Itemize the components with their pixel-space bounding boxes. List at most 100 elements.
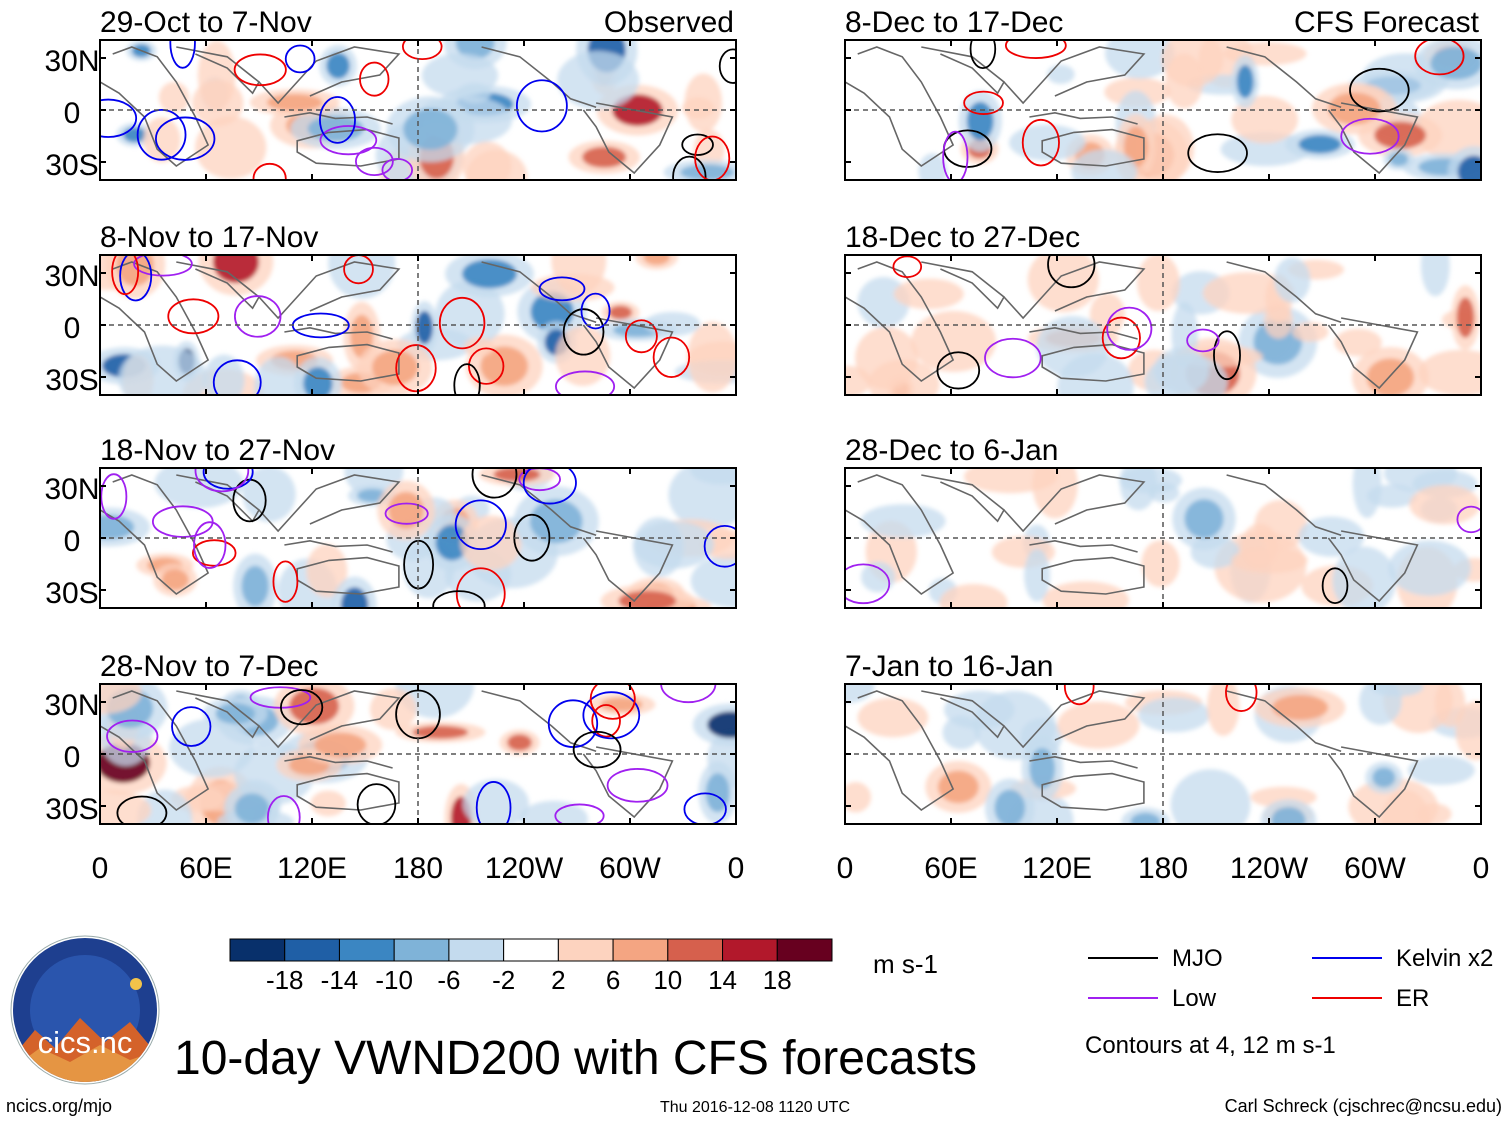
colorbar-label: -6 xyxy=(437,965,460,995)
contour-line xyxy=(624,319,658,354)
coastline xyxy=(1003,46,1146,105)
anomaly-blob xyxy=(1409,484,1481,525)
contour-line xyxy=(538,276,586,302)
panel-date-label: 28-Dec to 6-Jan xyxy=(845,434,1058,467)
wave-contours xyxy=(1063,684,1258,712)
anomaly-blob xyxy=(939,583,1008,608)
contour-line xyxy=(1321,567,1349,605)
contour-line xyxy=(1340,117,1400,155)
panel-date-label: 28-Nov to 7-Dec xyxy=(100,650,318,683)
anomaly-blob xyxy=(911,310,997,373)
contour-line xyxy=(252,162,287,180)
anomaly-core xyxy=(1456,297,1475,338)
anomaly-blob xyxy=(1420,255,1450,297)
coastlines xyxy=(845,690,1419,819)
anomaly-blob xyxy=(1241,523,1279,568)
anomaly-field xyxy=(100,40,736,180)
contour-line xyxy=(1101,316,1141,360)
panel-0-0 xyxy=(99,39,737,181)
coastline xyxy=(582,530,674,603)
contour-line xyxy=(233,53,287,87)
coastline xyxy=(176,261,261,310)
anomaly-core xyxy=(938,770,979,804)
panel-date-label: 29-Oct to 7-Nov xyxy=(100,6,312,39)
contour-line xyxy=(589,684,636,720)
contour-line xyxy=(1063,684,1095,706)
coastline xyxy=(921,46,1006,95)
contour-line xyxy=(942,130,969,180)
anomaly-blob xyxy=(555,326,611,386)
contour-line xyxy=(453,363,481,395)
coastline xyxy=(481,261,597,323)
x-tick-label: 120W xyxy=(1230,852,1309,885)
contour-line xyxy=(133,255,193,277)
anomaly-blob xyxy=(1170,769,1251,824)
anomaly-blob xyxy=(306,544,348,598)
colorbar-swatch xyxy=(776,938,833,962)
coastline xyxy=(258,690,401,749)
coastline xyxy=(582,746,674,819)
coastlines xyxy=(100,690,674,819)
anomaly-blob xyxy=(1136,255,1180,312)
anomaly-blob xyxy=(1206,684,1240,736)
contour-line xyxy=(969,40,997,70)
coastline xyxy=(1003,261,1146,320)
anomaly-core xyxy=(372,349,419,386)
coastline xyxy=(1029,539,1138,553)
coastline xyxy=(1003,474,1146,533)
panel-0-3 xyxy=(99,683,737,825)
contour-line xyxy=(582,691,641,740)
coastline xyxy=(582,102,674,175)
anomaly-blob xyxy=(1057,701,1140,749)
colorbar-swatch xyxy=(612,938,669,962)
contour-line xyxy=(963,90,1004,115)
contour-line xyxy=(580,292,611,330)
anomaly-core xyxy=(1430,46,1481,80)
anomaly-blob xyxy=(1418,349,1481,395)
coastline xyxy=(258,474,401,533)
anomaly-blob xyxy=(1334,328,1382,357)
coastline xyxy=(845,46,955,168)
anomaly-core xyxy=(1372,767,1396,788)
anomaly-core xyxy=(707,711,736,738)
anomaly-blobs xyxy=(845,684,1481,824)
contour-line xyxy=(703,524,736,568)
contour-line xyxy=(468,347,505,385)
anomaly-blob xyxy=(192,79,244,126)
contour-line xyxy=(672,155,707,180)
coastline xyxy=(921,690,1006,739)
colorbar-label: 14 xyxy=(708,965,737,995)
contour-line xyxy=(319,96,356,144)
panel-1-1 xyxy=(844,254,1482,396)
legend-label: ER xyxy=(1396,985,1429,1012)
panel-date-label: 7-Jan to 16-Jan xyxy=(845,650,1053,683)
anomaly-blob xyxy=(310,790,346,817)
wave-contours xyxy=(892,255,1241,390)
contour-line xyxy=(1349,67,1410,113)
coastline xyxy=(258,46,401,105)
anomaly-core xyxy=(388,491,424,529)
cics-logo[interactable]: cics.nc xyxy=(10,935,160,1090)
wave-contours xyxy=(845,505,1481,605)
x-tick-label: 180 xyxy=(393,852,443,885)
anomaly-blob xyxy=(1153,347,1209,394)
legend-label: Kelvin x2 xyxy=(1396,945,1493,972)
contour-line xyxy=(395,344,437,393)
anomaly-blobs xyxy=(860,468,1481,608)
contour-line xyxy=(1213,330,1241,381)
anomaly-blob xyxy=(254,356,304,395)
anomaly-field xyxy=(845,684,1481,824)
anomaly-core xyxy=(326,52,350,79)
anomaly-blob xyxy=(857,697,929,738)
anomaly-blob xyxy=(1352,468,1382,518)
coastlines xyxy=(100,261,674,390)
anomaly-blob xyxy=(169,718,255,778)
coastline xyxy=(1327,746,1419,819)
x-tick-label: 0 xyxy=(1473,852,1490,885)
anomaly-blob xyxy=(918,153,948,180)
contour-line xyxy=(234,295,282,338)
coastline xyxy=(1327,530,1419,603)
anomaly-core xyxy=(1271,807,1306,824)
coastline xyxy=(921,261,1006,310)
anomaly-blobs xyxy=(918,40,1481,180)
